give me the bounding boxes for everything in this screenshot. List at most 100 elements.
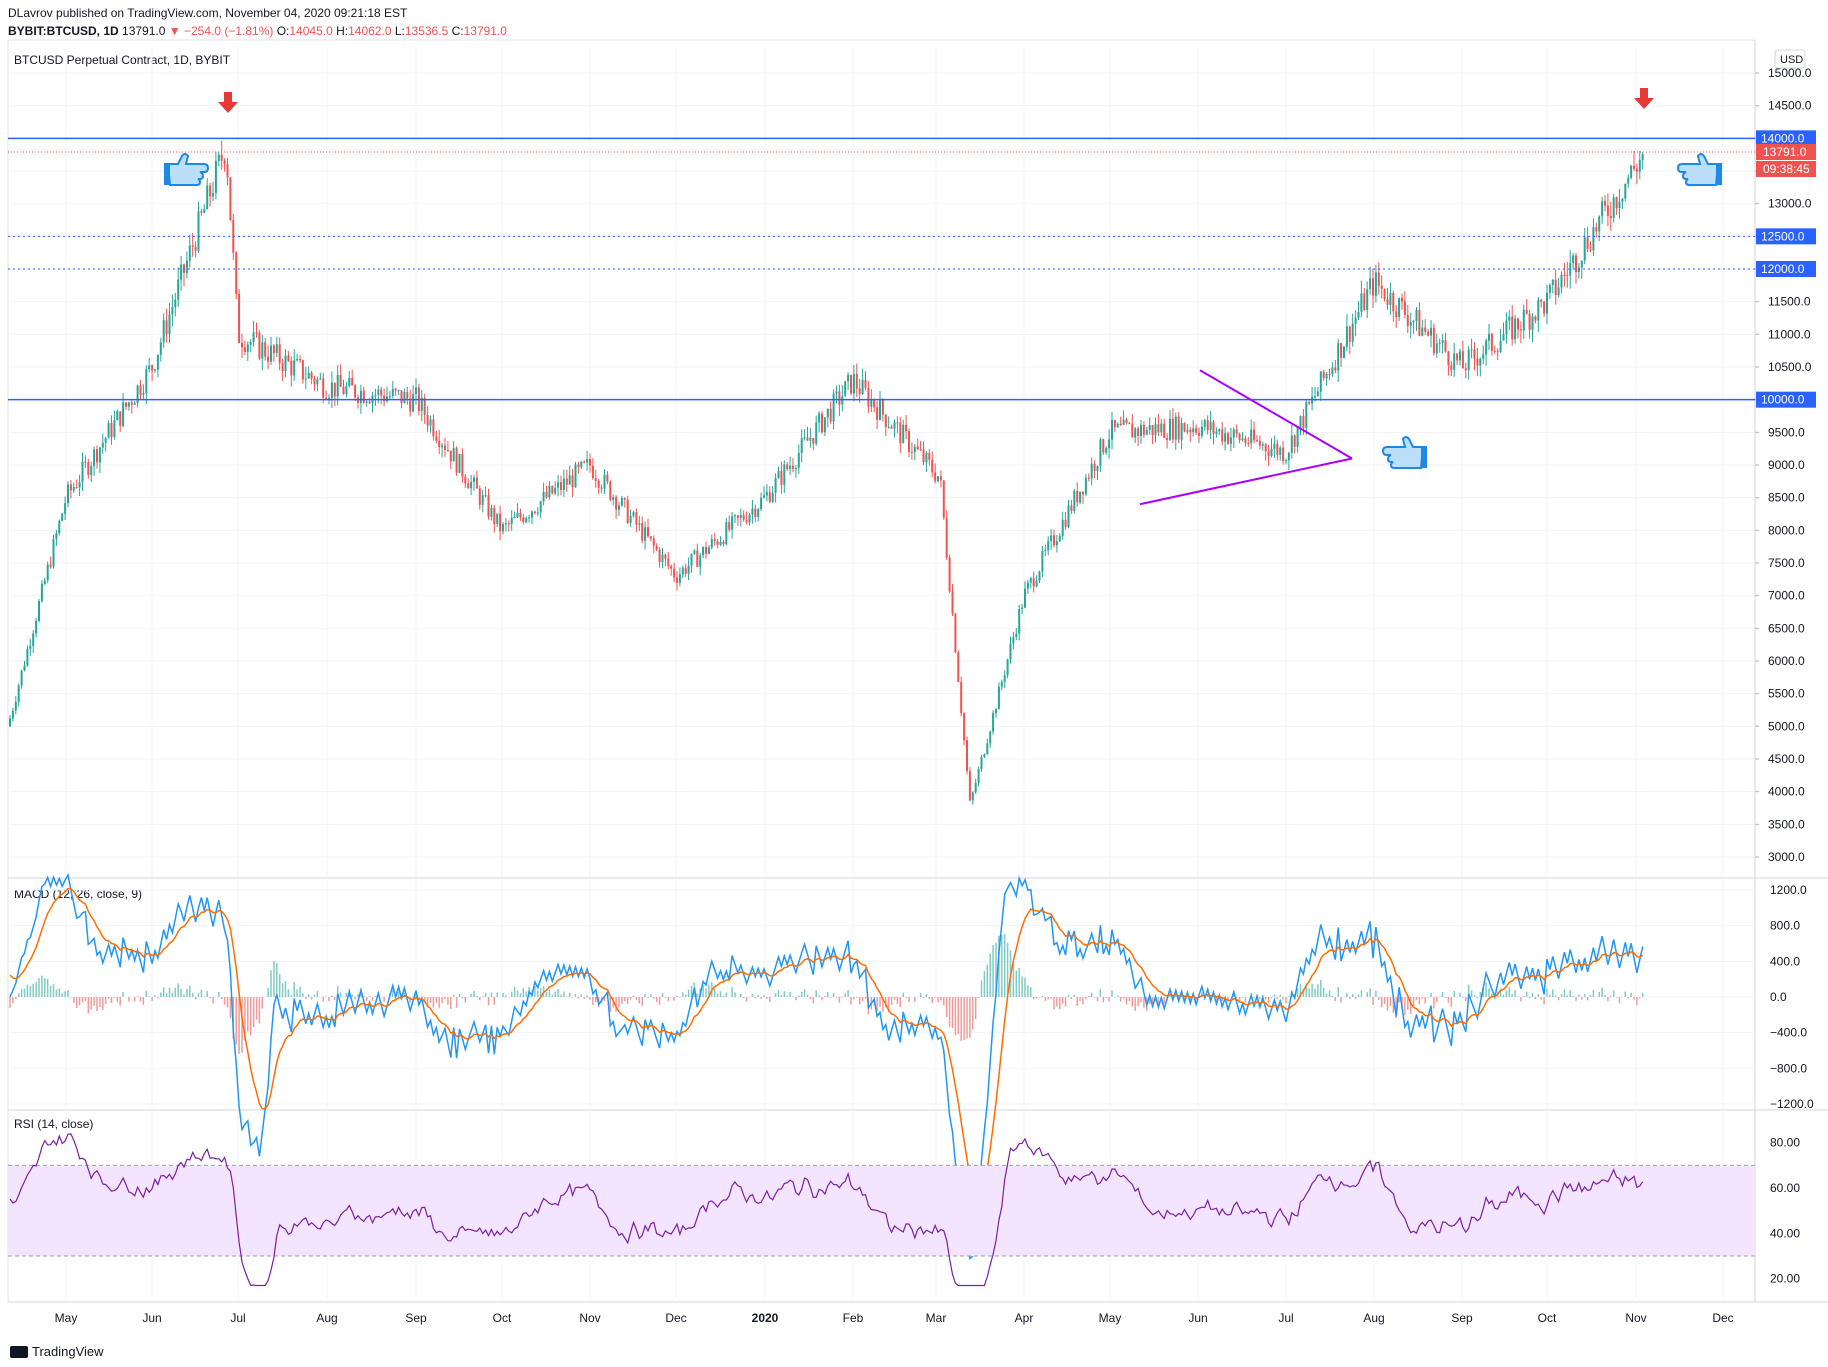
candle-body [1453,353,1456,370]
candle-body [1119,423,1122,425]
candle-body [38,601,40,621]
candle-body [957,652,960,682]
candle-body [223,160,226,165]
candle-body [1096,466,1099,471]
candle-body [1244,438,1247,443]
candle-body [1279,447,1282,455]
tradingview-logo-icon [10,1345,28,1358]
candle-body [1467,349,1470,371]
candle-body [406,392,409,399]
candle-body [1343,346,1345,358]
candle-body [502,524,504,532]
candle-body [942,480,945,518]
candle-body [1572,255,1575,263]
candle-body [1055,541,1058,546]
candle-body [212,193,214,197]
candle-body [1534,316,1537,321]
price-change: ▼ −254.0 (−1.81%) [168,24,274,38]
candle-body [478,488,481,505]
candle-body [693,550,696,554]
candle-body [267,356,270,362]
time-tick-label: Jun [142,1311,161,1325]
candle-body [716,541,719,545]
candle-body [673,568,676,578]
candle-body [1383,288,1386,300]
candle-body [272,345,275,354]
candle-body [249,342,252,345]
candle-body [638,523,641,525]
candle-body [1116,423,1119,428]
candle-body [687,565,690,574]
candle-body [380,389,383,396]
candle-body [1624,183,1627,199]
candle-body [377,389,380,395]
candle-body [644,527,647,541]
candle-body [391,388,394,396]
candle-body [925,453,928,463]
candle-body [818,413,821,423]
candle-body [771,492,774,502]
candle-body [104,438,107,443]
candle-body [539,501,542,513]
candle-body [565,478,568,485]
price-tick-label: 7000.0 [1768,589,1805,603]
candle-body [777,470,780,479]
candle-body [133,402,136,405]
candle-body [142,393,145,395]
candle-body [174,299,177,308]
candle-body [678,574,681,583]
candle-body [928,453,931,460]
candle-body [1009,643,1012,660]
candle-body [275,344,278,354]
candle-body [32,633,35,646]
candle-body [130,402,133,405]
candle-body [847,374,850,382]
candle-body [191,245,194,247]
candle-body [432,419,435,437]
candle-body [937,476,939,482]
price-tick-label: 9500.0 [1768,425,1805,439]
candle-body [119,411,122,426]
candle-body [951,591,954,614]
candle-body [1302,416,1305,429]
candle-body [188,245,191,261]
candle-body [101,442,104,448]
candle-body [388,395,391,397]
candle-body [821,413,823,433]
candle-body [1638,159,1641,172]
candle-body [1070,505,1073,511]
candle-body [1380,285,1383,289]
candle-body [1519,329,1522,331]
candle-body [1238,433,1241,441]
candle-body [458,454,461,473]
candle-body [1105,448,1108,453]
candle-body [481,495,484,505]
candle-body [435,436,438,441]
candle-body [890,426,893,429]
price-tick-label: 15000.0 [1768,66,1812,80]
candle-body [1633,165,1635,169]
candle-body [368,401,371,404]
candle-body [325,397,328,400]
candle-body [1151,425,1154,436]
candle-body [446,450,449,452]
candle-body [238,293,241,343]
candle-body [438,440,441,448]
candle-body [270,345,272,362]
candle-body [591,465,594,479]
candle-body [493,507,496,524]
candle-body [1000,681,1003,687]
time-tick-label: May [55,1311,78,1325]
candle-body [217,154,220,161]
rsi-band [8,1165,1755,1256]
candle-body [1557,287,1560,296]
candle-body [264,342,267,357]
candle-body [214,160,217,194]
candle-body [1099,439,1102,467]
candle-body [661,554,664,563]
price-tick-label: 11500.0 [1768,295,1811,309]
candle-body [1171,418,1174,440]
candle-body [185,260,188,273]
price-tick-label: 4500.0 [1768,752,1805,766]
